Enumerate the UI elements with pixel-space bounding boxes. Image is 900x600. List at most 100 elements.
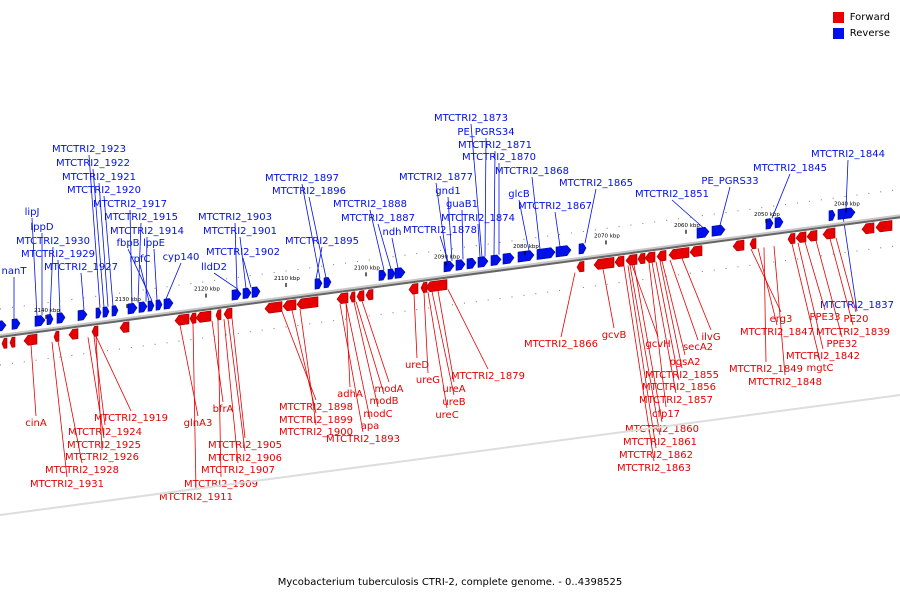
reverse-gene-arrow xyxy=(578,243,587,255)
leader-line xyxy=(447,289,489,370)
reverse-gene-arrow xyxy=(502,252,515,265)
leader-line xyxy=(231,318,246,439)
forward-gene-label: MTCTRI2_1856 xyxy=(642,382,716,393)
reverse-gene-arrow xyxy=(46,313,54,326)
reverse-gene-arrow xyxy=(163,298,174,310)
forward-gene-label: MTCTRI2_1866 xyxy=(524,339,598,350)
leader-line xyxy=(223,319,239,464)
reverse-gene-arrow xyxy=(765,218,774,230)
leader-line xyxy=(791,243,821,362)
legend-forward: Forward xyxy=(832,9,890,25)
forward-gene-label: ilvG xyxy=(701,332,720,343)
leader-line xyxy=(627,265,657,449)
leader-line xyxy=(484,137,487,257)
reverse-gene-label: MTCTRI2_1887 xyxy=(341,213,415,224)
leader-line xyxy=(339,303,364,433)
forward-gene-arrow xyxy=(223,307,233,320)
leader-line xyxy=(797,242,824,350)
leader-line xyxy=(93,336,106,426)
leader-line xyxy=(49,246,54,315)
forward-gene-arrow xyxy=(53,330,60,342)
reverse-gene-label: MTCTRI2_1873 xyxy=(434,113,508,124)
leader-line xyxy=(815,240,843,338)
forward-gene-arrow xyxy=(336,292,349,304)
leader-line xyxy=(629,265,661,436)
tick-label: 2120 kbp xyxy=(194,287,220,293)
leader-line xyxy=(315,246,323,280)
reverse-gene-arrow xyxy=(242,287,252,300)
leader-line xyxy=(179,324,199,417)
forward-gene-arrow xyxy=(644,251,656,264)
forward-gene-label: MTCTRI2_1905 xyxy=(208,440,282,451)
reverse-gene-label: MTCTRI2_1917 xyxy=(93,199,167,210)
forward-gene-label: MTCTRI2_1909 xyxy=(184,479,258,490)
reverse-gene-label: MTCTRI2_1903 xyxy=(198,212,272,223)
reverse-swatch xyxy=(832,27,844,39)
leader-line xyxy=(435,182,448,262)
leader-line xyxy=(447,196,453,261)
reverse-gene-arrow xyxy=(774,216,784,229)
forward-gene-arrow xyxy=(787,232,796,245)
leader-line xyxy=(242,257,252,288)
forward-gene-arrow xyxy=(822,227,836,240)
leader-line xyxy=(518,199,530,251)
forward-gene-label: MTCTRI2_1857 xyxy=(639,395,713,406)
forward-gene-label: MTCTRI2_1911 xyxy=(159,492,233,503)
reverse-gene-label: MTCTRI2_1870 xyxy=(462,152,536,163)
forward-gene-label: modB xyxy=(369,396,398,407)
reverse-gene-label: lppE xyxy=(143,238,165,249)
forward-gene-arrow xyxy=(174,313,190,326)
leader-line xyxy=(771,173,791,219)
leader-line xyxy=(413,293,418,359)
legend-forward-label: Forward xyxy=(849,11,890,23)
reverse-gene-arrow xyxy=(323,277,332,289)
forward-gene-label: gcvH xyxy=(645,339,670,350)
forward-gene-arrow xyxy=(356,290,365,302)
forward-gene-arrow xyxy=(119,321,130,333)
forward-gene-label: erg3 xyxy=(770,314,793,325)
leader-line xyxy=(493,150,496,256)
forward-gene-label: secA2 xyxy=(683,342,713,353)
leader-line xyxy=(361,300,390,383)
forward-gene-label: MTCTRI2_1849 xyxy=(729,364,803,375)
forward-gene-label: ureG xyxy=(416,375,440,386)
leader-line xyxy=(431,291,455,396)
reverse-gene-arrow xyxy=(314,278,323,290)
reverse-gene-label: MTCTRI2_1865 xyxy=(559,178,633,189)
forward-gene-arrow xyxy=(861,222,875,235)
leader-line xyxy=(602,268,615,329)
reverse-gene-arrow xyxy=(490,254,502,267)
reverse-gene-arrow xyxy=(147,300,155,312)
reverse-gene-arrow xyxy=(555,245,572,258)
reverse-gene-arrow xyxy=(696,226,710,239)
forward-gene-label: MTCTRI2_1847 xyxy=(740,327,814,338)
forward-gene-label: MTCTRI2_1898 xyxy=(279,402,353,413)
reverse-gene-label: rpfC xyxy=(130,254,151,265)
reverse-gene-label: guaB1 xyxy=(446,199,478,210)
forward-gene-label: MTCTRI2_1907 xyxy=(201,465,275,476)
leader-line xyxy=(137,222,142,303)
forward-gene-arrow xyxy=(593,256,615,270)
lower-guide xyxy=(0,244,900,366)
legend-reverse: Reverse xyxy=(832,25,890,41)
leader-line xyxy=(719,186,731,226)
leader-line xyxy=(192,323,197,491)
leader-line xyxy=(427,292,448,409)
forward-gene-arrow xyxy=(349,291,356,303)
leader-line xyxy=(461,209,464,260)
leader-line xyxy=(655,261,680,381)
legend-reverse-label: Reverse xyxy=(849,27,890,39)
reverse-gene-label: lldD2 xyxy=(201,262,227,273)
forward-gene-arrow xyxy=(408,283,419,295)
leader-line xyxy=(127,248,153,301)
reverse-gene-arrow xyxy=(711,224,726,237)
forward-gene-label: MTCTRI2_1931 xyxy=(30,479,104,490)
forward-gene-arrow xyxy=(215,309,222,321)
forward-gene-label: MTCTRI2_1842 xyxy=(786,351,860,362)
forward-gene-label: ureD xyxy=(405,360,429,371)
leader-line xyxy=(763,247,767,363)
forward-gene-label: MTCTRI2_1879 xyxy=(451,371,525,382)
reverse-gene-arrow xyxy=(231,289,242,301)
reverse-gene-arrow xyxy=(536,247,556,260)
leader-line xyxy=(633,264,663,423)
